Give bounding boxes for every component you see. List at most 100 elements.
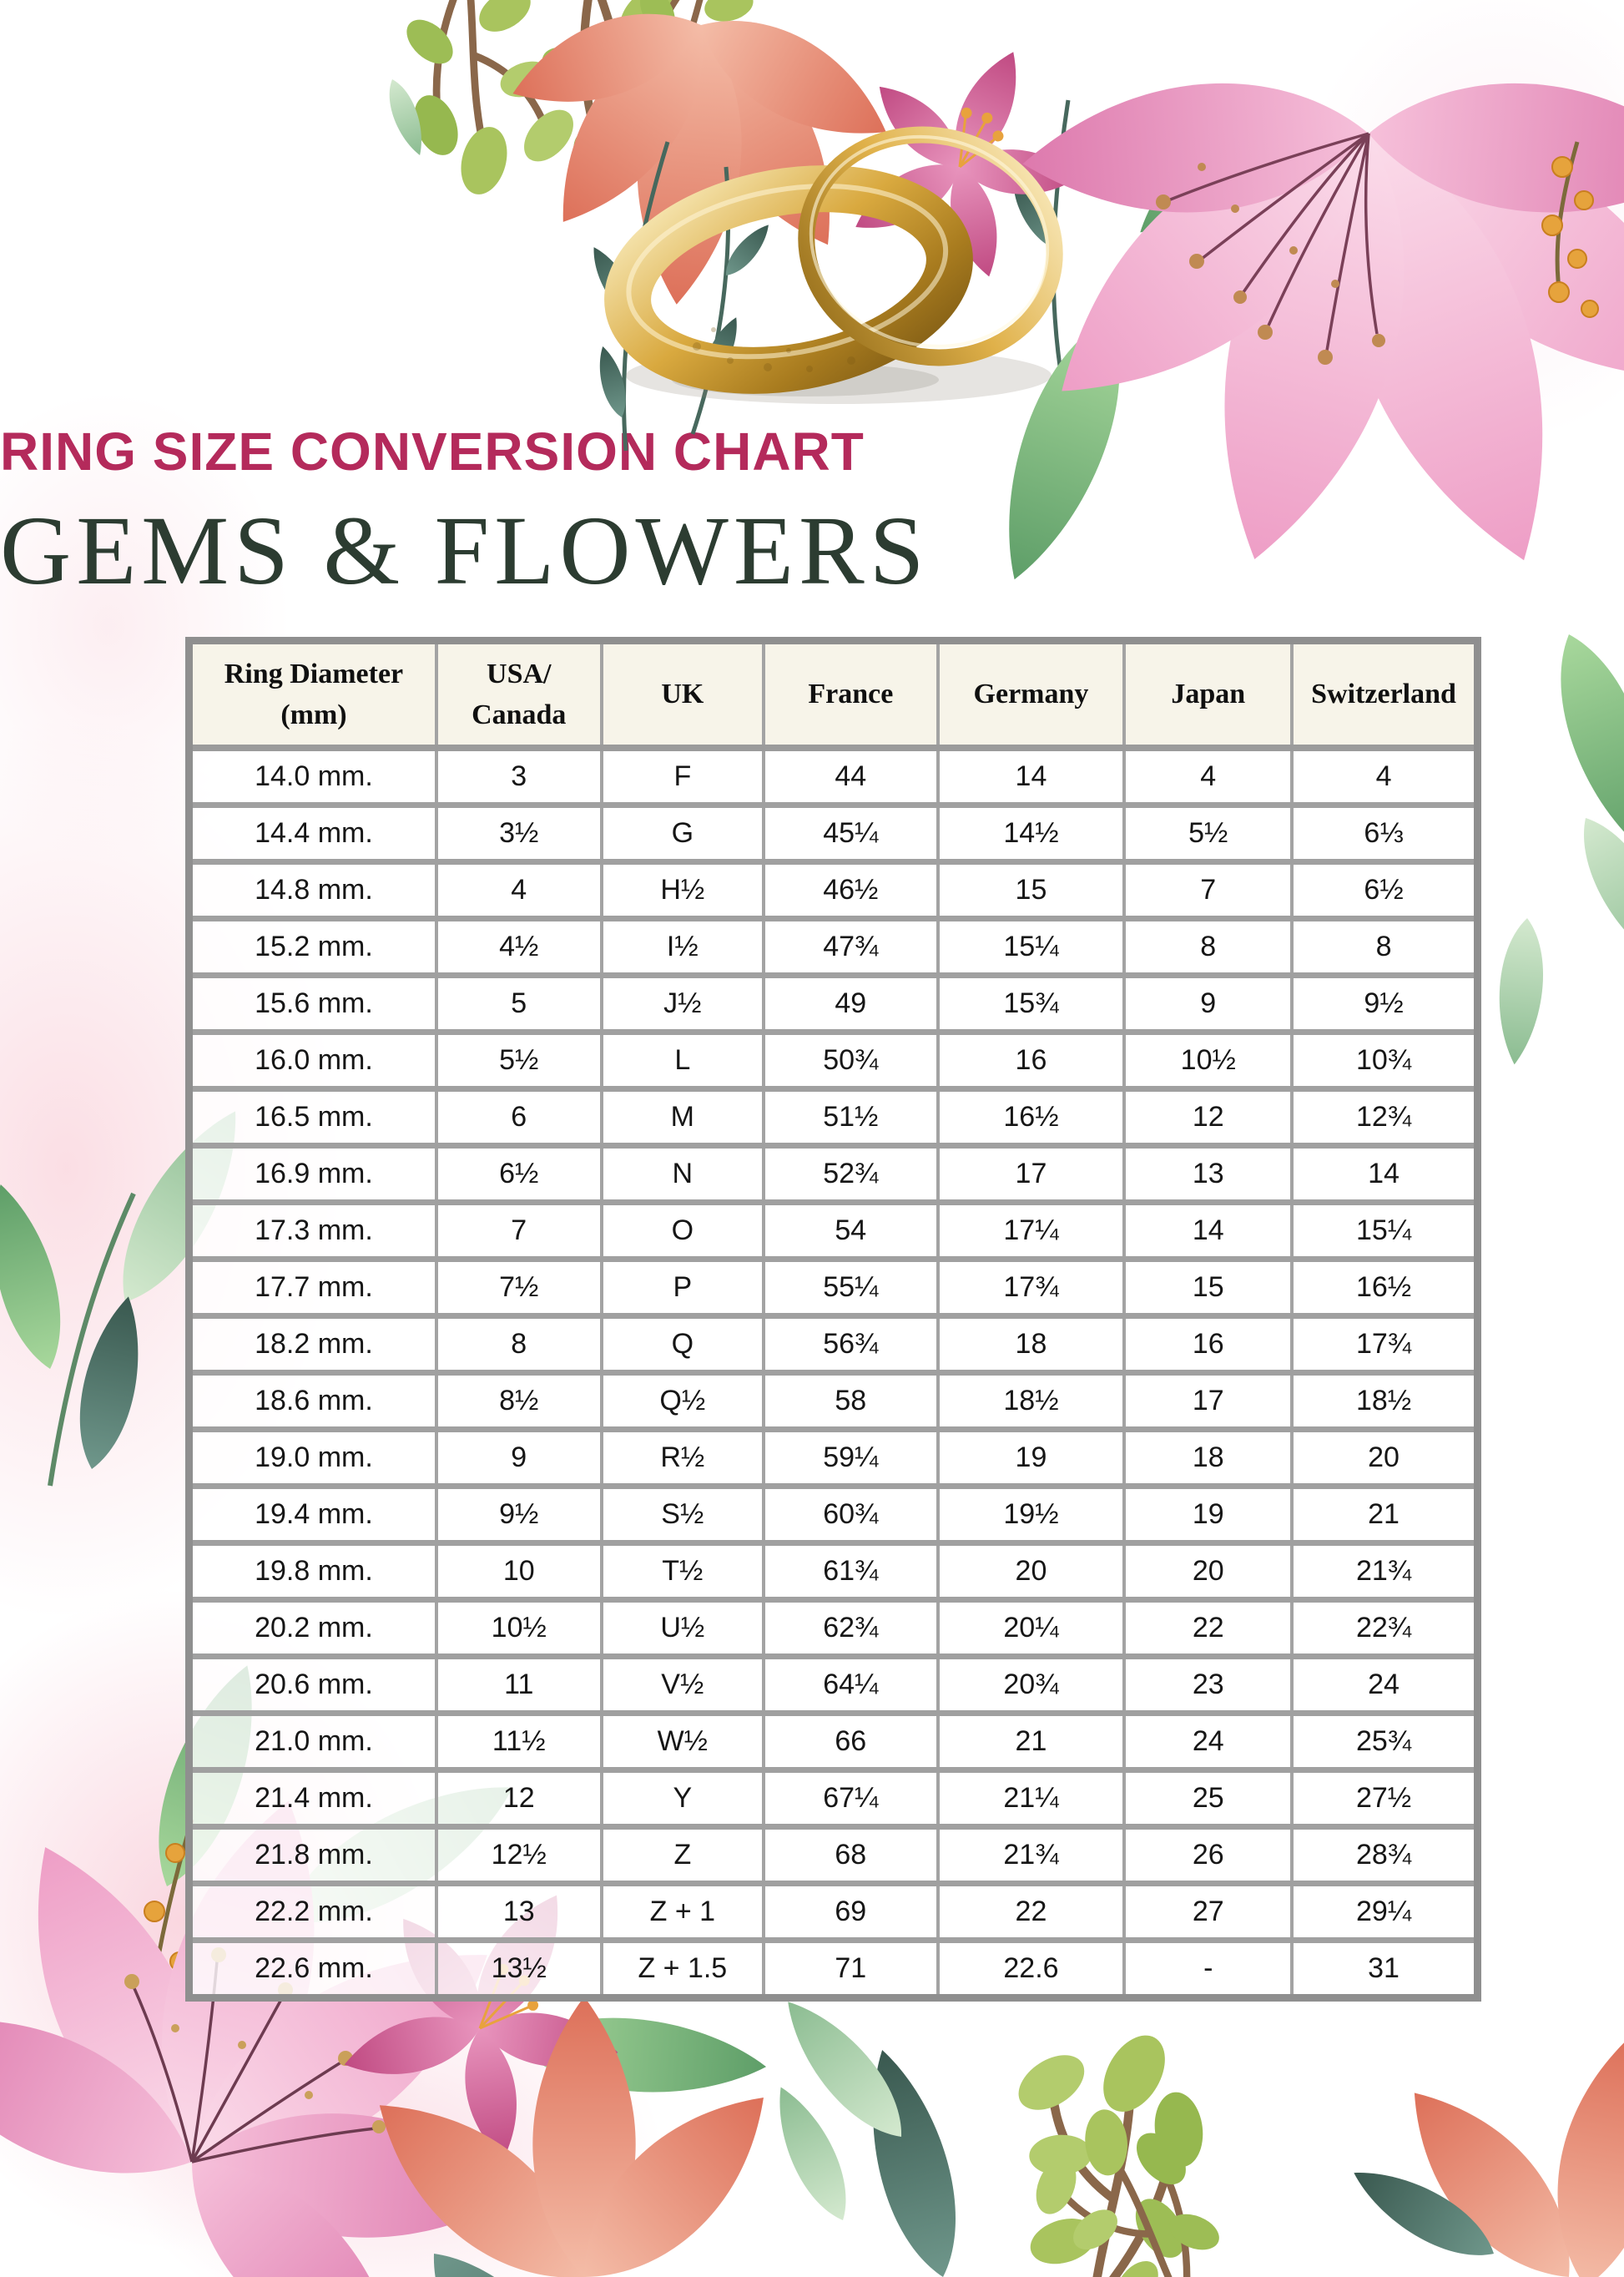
table-cell: 19.8 mm. bbox=[187, 1541, 438, 1603]
table-row: 14.0 mm. 3 F 44 14 4 4 bbox=[187, 746, 1480, 808]
table-cell: 6½ bbox=[434, 1144, 603, 1205]
table-cell: 4 bbox=[1290, 746, 1480, 808]
table-cell: 7 bbox=[1122, 860, 1294, 921]
table-cell: 52¾ bbox=[762, 1144, 940, 1205]
table-cell: I½ bbox=[599, 916, 766, 978]
table-cell: 21.8 mm. bbox=[187, 1825, 438, 1886]
table-cell: 22.6 bbox=[936, 1938, 1127, 2001]
table-cell: 10¾ bbox=[1290, 1030, 1480, 1092]
column-header: USA/Canada bbox=[434, 639, 603, 751]
gold-rings-image bbox=[604, 126, 1063, 404]
column-header: Japan bbox=[1122, 639, 1294, 751]
table-cell: 19.4 mm. bbox=[187, 1484, 438, 1546]
table-cell: 10 bbox=[434, 1541, 603, 1603]
table-cell: 14 bbox=[936, 746, 1127, 808]
table-cell: S½ bbox=[599, 1484, 766, 1546]
table-row: 16.0 mm. 5½ L 50¾ 16 10½ 10¾ bbox=[187, 1030, 1480, 1092]
table-cell: 50¾ bbox=[762, 1030, 940, 1092]
table-cell: 67¼ bbox=[762, 1768, 940, 1830]
table-cell: 6⅓ bbox=[1290, 803, 1480, 865]
table-cell: Q bbox=[599, 1314, 766, 1376]
table-cell: 14.0 mm. bbox=[187, 746, 438, 808]
table-cell: 59¼ bbox=[762, 1427, 940, 1489]
table-cell: W½ bbox=[599, 1711, 766, 1773]
table-cell: 13 bbox=[1122, 1144, 1294, 1205]
table-cell: 8½ bbox=[434, 1371, 603, 1432]
table-cell: 19 bbox=[936, 1427, 1127, 1489]
table-cell: 16.5 mm. bbox=[187, 1087, 438, 1149]
table-cell: 60¾ bbox=[762, 1484, 940, 1546]
table-cell: 17¾ bbox=[1290, 1314, 1480, 1376]
table-cell: 15.2 mm. bbox=[187, 916, 438, 978]
table-cell: 21.0 mm. bbox=[187, 1711, 438, 1773]
table-cell: 9 bbox=[1122, 973, 1294, 1035]
table-cell: 22 bbox=[1122, 1598, 1294, 1659]
table-cell: 8 bbox=[1122, 916, 1294, 978]
table-cell: N bbox=[599, 1144, 766, 1205]
table-cell: 15¼ bbox=[936, 916, 1127, 978]
table-cell: 15¼ bbox=[1290, 1200, 1480, 1262]
table-cell: 22¾ bbox=[1290, 1598, 1480, 1659]
table-cell: 16 bbox=[1122, 1314, 1294, 1376]
table-header-row: Ring Diameter (mm) USA/Canada UK France Germa… bbox=[187, 639, 1480, 751]
table-cell: 27 bbox=[1122, 1881, 1294, 1943]
table-cell: 14 bbox=[1122, 1200, 1294, 1262]
table-cell: 68 bbox=[762, 1825, 940, 1886]
table-cell: 14.4 mm. bbox=[187, 803, 438, 865]
table-cell: 18 bbox=[1122, 1427, 1294, 1489]
berry-cluster-illustration bbox=[1541, 141, 1599, 318]
table-cell: Z + 1.5 bbox=[599, 1938, 766, 2001]
table-cell: 14 bbox=[1290, 1144, 1480, 1205]
table-cell: 71 bbox=[762, 1938, 940, 2001]
table-cell: 64¼ bbox=[762, 1654, 940, 1716]
table-cell: 10½ bbox=[1122, 1030, 1294, 1092]
table-cell: 22.2 mm. bbox=[187, 1881, 438, 1943]
table-cell: F bbox=[599, 746, 766, 808]
table-row: 14.8 mm. 4 H½ 46½ 15 7 6½ bbox=[187, 860, 1480, 921]
table-cell: 12½ bbox=[434, 1825, 603, 1886]
table-cell: 11 bbox=[434, 1654, 603, 1716]
table-row: 21.0 mm. 11½ W½ 66 21 24 25¾ bbox=[187, 1711, 1480, 1773]
table-cell: 18½ bbox=[1290, 1371, 1480, 1432]
table-cell: 12 bbox=[1122, 1087, 1294, 1149]
table-cell: 3½ bbox=[434, 803, 603, 865]
table-cell: 19.0 mm. bbox=[187, 1427, 438, 1489]
table-cell: 21 bbox=[1290, 1484, 1480, 1546]
table-cell: 17¼ bbox=[936, 1200, 1127, 1262]
table-cell: 44 bbox=[762, 746, 940, 808]
table-cell: 21 bbox=[936, 1711, 1127, 1773]
table-cell: H½ bbox=[599, 860, 766, 921]
table-cell: 7½ bbox=[434, 1257, 603, 1319]
table-row: 16.5 mm. 6 M 51½ 16½ 12 12¾ bbox=[187, 1087, 1480, 1149]
table-cell: L bbox=[599, 1030, 766, 1092]
table-cell: 9½ bbox=[434, 1484, 603, 1546]
table-cell: Z bbox=[599, 1825, 766, 1886]
table-cell: P bbox=[599, 1257, 766, 1319]
table-cell: 69 bbox=[762, 1881, 940, 1943]
brand-title: GEMS & FLOWERS bbox=[0, 496, 930, 605]
table-row: 21.8 mm. 12½ Z 68 21¾ 26 28¾ bbox=[187, 1825, 1480, 1886]
table-cell: 25¾ bbox=[1290, 1711, 1480, 1773]
table-cell: 51½ bbox=[762, 1087, 940, 1149]
table-cell: 5½ bbox=[1122, 803, 1294, 865]
table-cell: M bbox=[599, 1087, 766, 1149]
table-cell: 15 bbox=[1122, 1257, 1294, 1319]
table-cell: 20 bbox=[1122, 1541, 1294, 1603]
table-cell: R½ bbox=[599, 1427, 766, 1489]
table-cell: 6 bbox=[434, 1087, 603, 1149]
table-row: 19.8 mm. 10 T½ 61¾ 20 20 21¾ bbox=[187, 1541, 1480, 1603]
table-row: 14.4 mm. 3½ G 45¼ 14½ 5½ 6⅓ bbox=[187, 803, 1480, 865]
table-cell: 28¾ bbox=[1290, 1825, 1480, 1886]
table-cell: 23 bbox=[1122, 1654, 1294, 1716]
table-cell: 3 bbox=[434, 746, 603, 808]
table-cell: 7 bbox=[434, 1200, 603, 1262]
table-cell: 13 bbox=[434, 1881, 603, 1943]
table-cell: 45¼ bbox=[762, 803, 940, 865]
table-row: 22.2 mm. 13 Z + 1 69 22 27 29¼ bbox=[187, 1881, 1480, 1943]
table-row: 16.9 mm. 6½ N 52¾ 17 13 14 bbox=[187, 1144, 1480, 1205]
ring-size-conversion-table: Ring Diameter (mm) USA/Canada UK France Germa… bbox=[185, 637, 1481, 2002]
column-header: Ring Diameter (mm) bbox=[187, 639, 438, 751]
table-cell: 26 bbox=[1122, 1825, 1294, 1886]
table-cell: 14.8 mm. bbox=[187, 860, 438, 921]
